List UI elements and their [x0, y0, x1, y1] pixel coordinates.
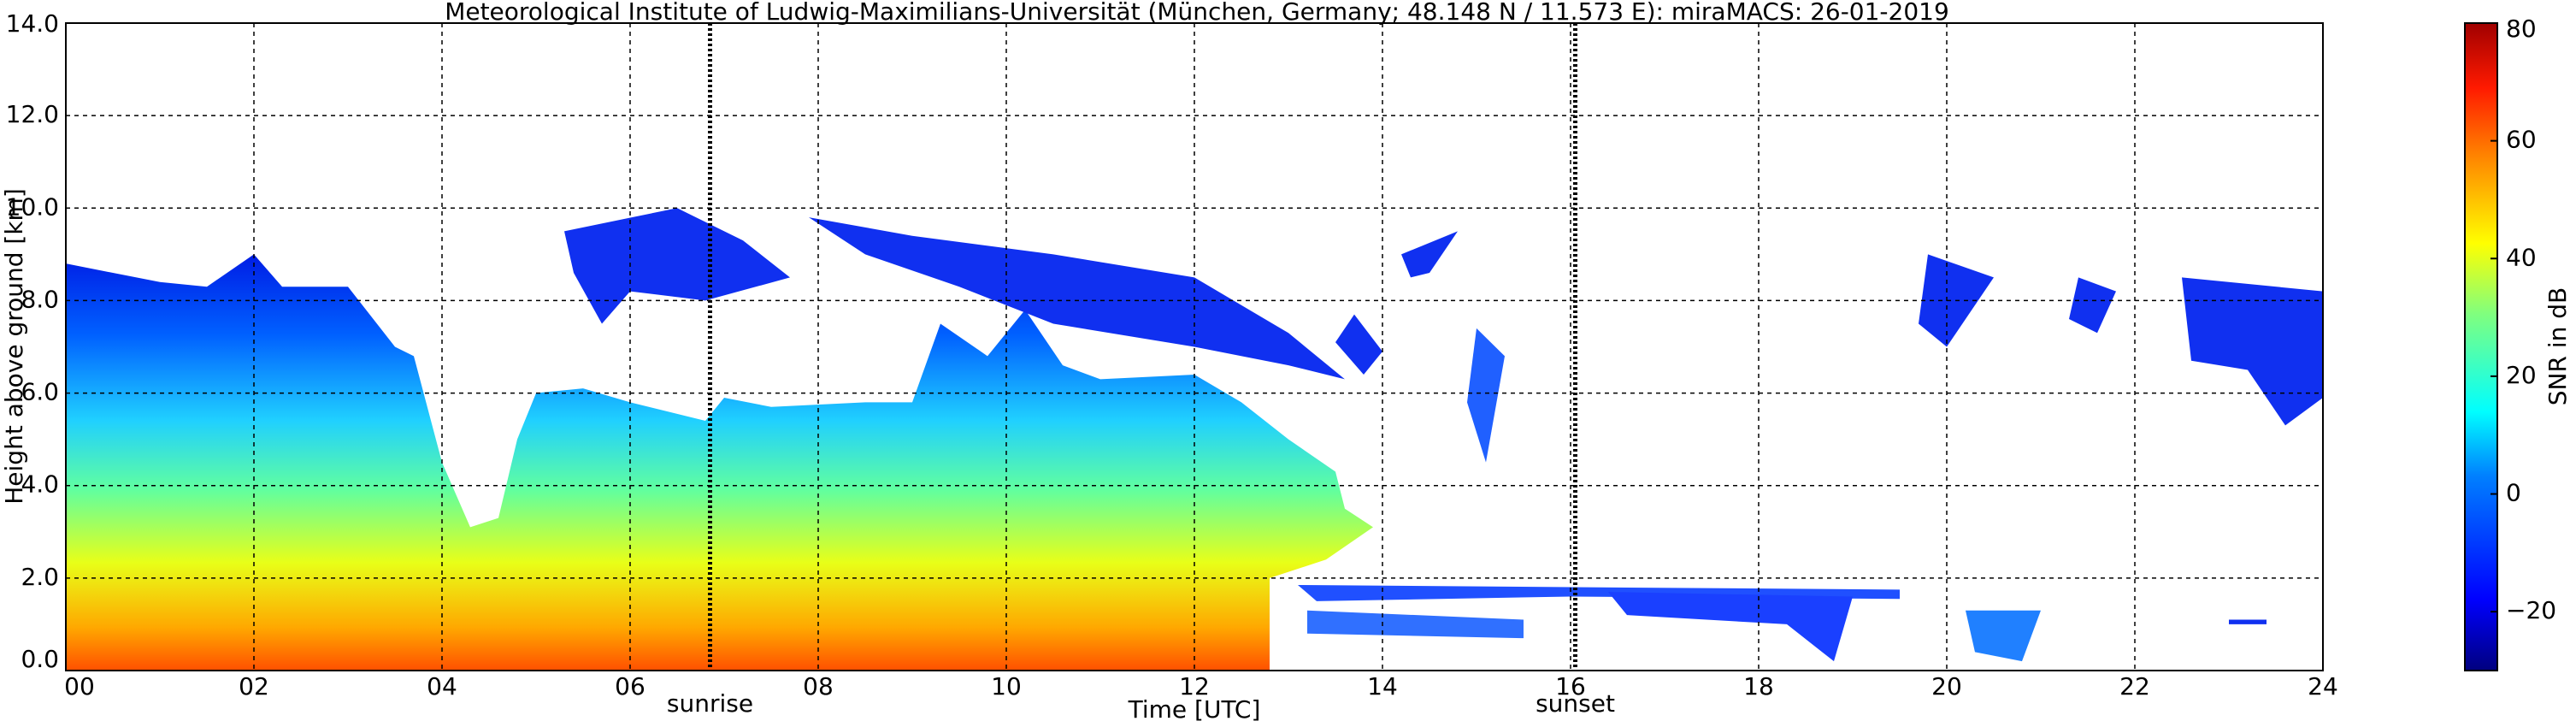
y-tick-label: 12.0	[6, 100, 59, 128]
radar-echo	[1966, 610, 2041, 662]
plot-frame	[65, 22, 2324, 671]
x-tick-label: 20	[1931, 672, 1962, 700]
x-tick-label: 18	[1743, 672, 1774, 700]
y-tick-label: 6.0	[21, 378, 59, 406]
y-axis-label: Height above ground [km]	[0, 188, 28, 505]
x-tick-label: 02	[239, 672, 269, 700]
x-tick-label: 22	[2119, 672, 2150, 700]
x-tick-label: 12	[1179, 672, 1210, 700]
radar-echo	[2229, 619, 2267, 624]
x-tick-label: 10	[991, 672, 1022, 700]
colorbar-tick-label: 60	[2506, 126, 2537, 154]
colorbar-tick-label: 80	[2506, 15, 2537, 43]
y-tick-label: 14.0	[6, 9, 59, 38]
radar-echo	[2182, 277, 2323, 426]
radar-echo	[1307, 610, 1524, 639]
colorbar-label: SNR in dB	[2544, 287, 2572, 405]
x-tick-label: 14	[1367, 672, 1398, 700]
y-tick-label: 4.0	[21, 470, 59, 499]
x-tick-label: 24	[2308, 672, 2338, 700]
chart-title: Meteorological Institute of Ludwig-Maxim…	[445, 0, 1949, 26]
colorbar-tick-label: 20	[2506, 361, 2537, 389]
radar-echo	[1608, 592, 1853, 662]
radar-echo	[564, 208, 790, 324]
y-tick-label: 2.0	[21, 563, 59, 591]
colorbar-tick-label: 0	[2506, 479, 2521, 507]
radar-echo	[66, 254, 1373, 671]
radar-echo	[1401, 231, 1458, 278]
radar-echo	[2069, 277, 2116, 334]
x-tick-label: 16	[1555, 672, 1586, 700]
radar-echo	[1335, 314, 1382, 375]
colorbar	[2464, 22, 2498, 671]
y-tick-label: 8.0	[21, 285, 59, 313]
y-tick-label: 0.0	[21, 645, 59, 673]
x-tick-label: 06	[615, 672, 645, 700]
annotation-label: sunset	[1536, 689, 1615, 718]
radar-field	[66, 208, 2323, 671]
x-tick-label: 08	[803, 672, 834, 700]
x-axis-label: Time [UTC]	[1128, 695, 1261, 724]
y-tick-label: 10.0	[6, 192, 59, 221]
colorbar-tick-label: 40	[2506, 243, 2537, 271]
colorbar-tick-label: −20	[2506, 596, 2556, 624]
x-tick-label: 00	[64, 672, 95, 700]
x-tick-label: 04	[427, 672, 457, 700]
radar-echo	[1467, 328, 1505, 463]
annotation-label: sunrise	[667, 689, 753, 718]
radar-echo	[809, 217, 1345, 380]
